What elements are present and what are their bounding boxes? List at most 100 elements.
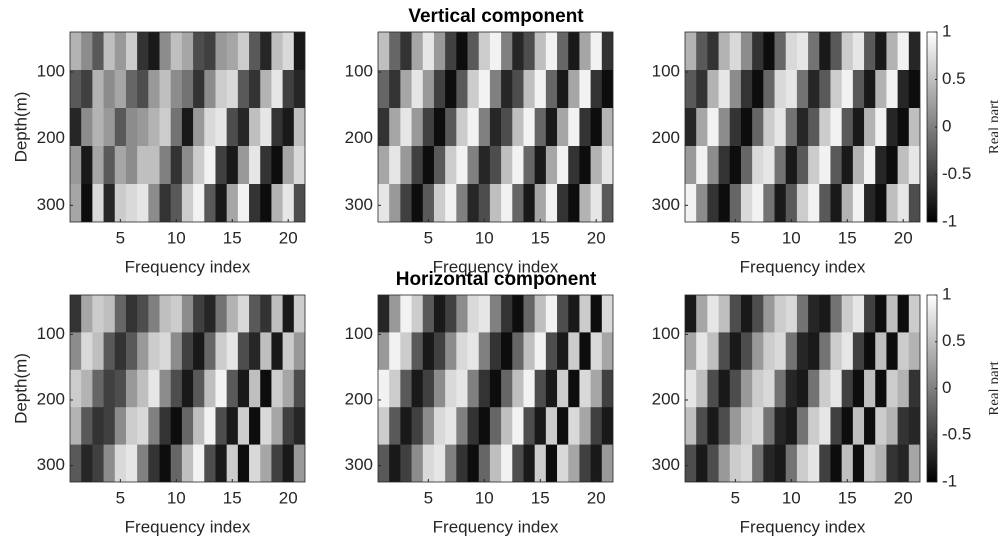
heatmap-cell [501, 108, 513, 147]
heatmap-cell [908, 184, 920, 222]
heatmap-cell [271, 407, 284, 445]
heatmap-cell [226, 108, 239, 147]
heatmap-cell [763, 295, 775, 333]
heatmap-cell [774, 332, 787, 371]
heatmap-cell [830, 407, 843, 445]
heatmap-cell [601, 32, 613, 71]
heatmap-cell [512, 184, 524, 222]
heatmap-cell [875, 407, 887, 445]
heatmap-cell [159, 444, 172, 482]
heatmap-cell [568, 295, 580, 333]
heatmap-cell [137, 70, 149, 109]
heatmap-cell [103, 108, 116, 147]
heatmap-cell [103, 332, 116, 371]
heatmap-cell [215, 369, 228, 408]
heatmap-cell [852, 108, 865, 147]
heatmap-cell [433, 108, 446, 147]
heatmap-cell [148, 295, 160, 333]
heatmap-cell [70, 369, 82, 408]
heatmap-cell [729, 407, 742, 445]
heatmap-cell [685, 70, 697, 109]
y-tick-label: 100 [345, 324, 373, 343]
heatmap-cell [125, 108, 138, 147]
heatmap-cell [215, 184, 228, 222]
heatmap-cell [886, 369, 899, 408]
heatmap-cell [512, 332, 524, 371]
heatmap-cell [260, 444, 272, 482]
y-tick-label: 300 [652, 195, 680, 214]
heatmap-cell [568, 146, 580, 185]
heatmap-cell [467, 184, 480, 222]
heatmap-cell [875, 146, 887, 185]
heatmap-cell [819, 369, 831, 408]
heatmap-cell [740, 32, 753, 71]
heatmap-cell [707, 444, 719, 482]
heatmap-cell [92, 407, 104, 445]
heatmap-cell [478, 369, 491, 408]
heatmap-cell [897, 70, 910, 109]
colorbar-tick-label: -1 [942, 471, 957, 490]
heatmap-cell [718, 32, 731, 71]
heatmap-cell [181, 369, 194, 408]
heatmap-cell [148, 444, 160, 482]
heatmap-cell [785, 332, 798, 371]
heatmap-cell [193, 444, 205, 482]
heatmap-cell [249, 32, 261, 71]
heatmap-cell [422, 108, 435, 147]
heatmap-cell [908, 444, 920, 482]
heatmap-cell [568, 184, 580, 222]
heatmap-cell [456, 407, 468, 445]
heatmap-cell [433, 369, 446, 408]
heatmap-cell [864, 146, 876, 185]
heatmap-cell [215, 32, 228, 71]
heatmap-cell [875, 32, 887, 71]
heatmap-cell [489, 444, 502, 482]
heatmap-cell [114, 108, 127, 147]
heatmap-cell [249, 407, 261, 445]
heatmap-cell [897, 32, 910, 71]
heatmap-cell [852, 146, 865, 185]
x-tick-label: 10 [167, 488, 186, 507]
heatmap-cell [729, 332, 742, 371]
x-tick-label: 15 [531, 228, 550, 247]
heatmap-cell [534, 108, 547, 147]
heatmap-cell [557, 108, 569, 147]
heatmap-cell [897, 444, 910, 482]
y-tick-label: 100 [652, 61, 680, 80]
heatmap-cell [226, 184, 239, 222]
heatmap-cell [729, 32, 742, 71]
heatmap-cell [204, 332, 216, 371]
y-tick-label: 100 [652, 324, 680, 343]
heatmap-cell [478, 407, 491, 445]
x-tick-label: 5 [731, 488, 740, 507]
heatmap-cell [389, 108, 401, 147]
heatmap-cell [226, 444, 239, 482]
heatmap-cell [512, 369, 524, 408]
heatmap-cell [137, 184, 149, 222]
heatmap-cell [193, 108, 205, 147]
heatmap-cell [718, 184, 731, 222]
heatmap-cell [707, 146, 719, 185]
heatmap-cell [170, 108, 183, 147]
heatmap-cell [170, 295, 183, 333]
heatmap-cell [908, 295, 920, 333]
heatmap-cell [774, 146, 787, 185]
heatmap-cell [557, 32, 569, 71]
heatmap-cell [875, 332, 887, 371]
heatmap-cell [237, 184, 250, 222]
heatmap-cell [433, 407, 446, 445]
heatmap-cell [886, 32, 899, 71]
heatmap-cell [81, 369, 93, 408]
heatmap-cell [125, 444, 138, 482]
heatmap-cell [70, 407, 82, 445]
heatmap-cell [411, 369, 424, 408]
heatmap-cell [148, 407, 160, 445]
heatmap-cell [293, 444, 305, 482]
heatmap-cell [282, 332, 295, 371]
heatmap-cell [718, 146, 731, 185]
heatmap-cell [830, 32, 843, 71]
heatmap-cell [467, 369, 480, 408]
heatmap-cell [445, 108, 457, 147]
heatmap-cell [215, 146, 228, 185]
heatmap-cell [501, 444, 513, 482]
